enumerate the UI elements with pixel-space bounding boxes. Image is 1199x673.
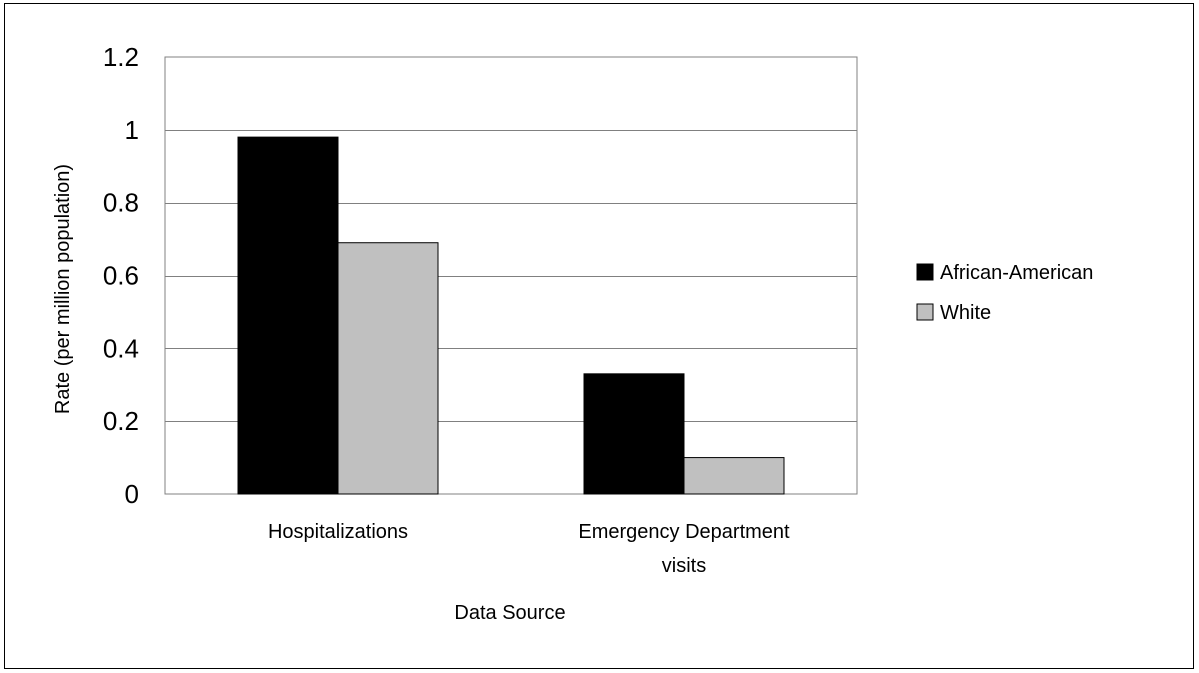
y-tick-label: 1 (125, 115, 139, 145)
y-tick-label: 0.2 (103, 406, 139, 436)
bar-african-american-0 (237, 136, 339, 495)
y-tick-label: 0.6 (103, 261, 139, 291)
chart-frame (4, 3, 1194, 669)
bars (237, 136, 785, 495)
x-axis-categories: Hospitalizations Emergency Department visi… (268, 521, 790, 577)
x-category-label: Hospitalizations (268, 521, 408, 543)
y-tick-label: 1.2 (103, 42, 139, 72)
y-tick-label: 0 (125, 479, 139, 509)
plot-area (164, 56, 858, 495)
x-category-label: visits (662, 555, 706, 577)
legend-label: White (940, 302, 991, 324)
x-category-label: Emergency Department (578, 521, 790, 543)
legend-swatch (916, 263, 934, 281)
y-axis-ticks: 0 0.2 0.4 0.6 0.8 1 1.2 (103, 42, 139, 509)
y-axis-title: Rate (per million population) (52, 164, 74, 414)
bar-white-1 (683, 457, 785, 495)
legend: African-American White (916, 262, 1093, 324)
x-axis-title: Data Source (454, 602, 565, 624)
y-tick-label: 0.8 (103, 188, 139, 218)
y-tick-label: 0.4 (103, 333, 139, 363)
bar-white-0 (337, 242, 439, 495)
legend-swatch (916, 303, 934, 321)
bar-african-american-1 (583, 373, 685, 495)
legend-label: African-American (940, 262, 1093, 284)
